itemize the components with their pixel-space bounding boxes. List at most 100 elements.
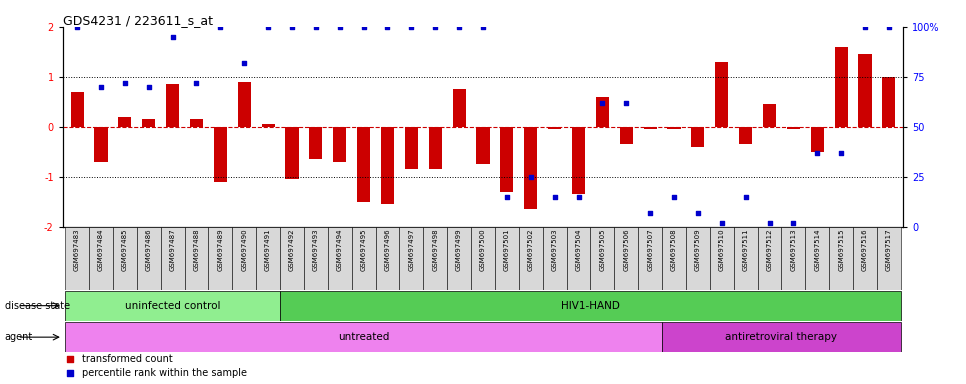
Bar [423,227,447,290]
Bar [495,227,519,290]
Text: GSM697486: GSM697486 [146,228,152,271]
Text: GSM697494: GSM697494 [337,228,343,271]
Point [881,24,896,30]
Bar [352,227,376,290]
Point [188,80,204,86]
Bar [614,227,639,290]
Point [810,150,825,156]
Text: GSM697503: GSM697503 [552,228,557,271]
Text: GSM697507: GSM697507 [647,228,653,271]
Point [785,220,801,226]
Text: GSM697501: GSM697501 [504,228,510,271]
Bar [543,227,567,290]
Bar [500,127,514,192]
Bar [548,127,561,129]
Point [362,175,378,181]
Bar [285,127,298,179]
Text: GSM697497: GSM697497 [409,228,414,271]
Bar [692,127,704,147]
Point [94,84,109,90]
Point [380,24,395,30]
Text: GSM697487: GSM697487 [170,228,176,271]
Text: percentile rank within the sample: percentile rank within the sample [82,368,247,378]
Point [451,24,467,30]
Bar [209,227,232,290]
Text: GSM697488: GSM697488 [193,228,200,271]
Bar [309,127,323,159]
Point [714,220,729,226]
Text: GSM697492: GSM697492 [289,228,295,271]
Text: GSM697496: GSM697496 [384,228,390,271]
Bar [710,227,734,290]
Bar [280,291,901,321]
Point [404,24,419,30]
Bar [596,97,609,127]
Bar [327,227,352,290]
Bar [757,227,781,290]
Bar [859,55,871,127]
Text: GSM697483: GSM697483 [74,228,80,271]
Point [738,194,753,200]
Bar [166,84,179,127]
Bar [429,127,441,169]
Bar [256,227,280,290]
Point [70,24,85,30]
Bar [185,227,209,290]
Point [618,100,634,106]
Text: GSM697499: GSM697499 [456,228,462,271]
Bar [639,227,662,290]
Bar [65,227,89,290]
Bar [405,127,418,169]
Point [117,80,132,86]
Bar [715,62,728,127]
Bar [452,89,466,127]
Point [237,60,252,66]
Bar [95,127,107,162]
Text: GSM697513: GSM697513 [790,228,796,271]
Text: GSM697500: GSM697500 [480,228,486,271]
Bar [137,227,160,290]
Bar [739,127,753,144]
Bar [572,127,585,194]
Text: transformed count: transformed count [82,354,173,364]
Bar [89,227,113,290]
Bar [590,227,614,290]
Bar [853,227,877,290]
Text: GSM697495: GSM697495 [360,228,367,271]
Text: GSM697489: GSM697489 [217,228,223,271]
Bar [519,227,543,290]
Bar [447,227,471,290]
Bar [668,127,681,129]
Bar [262,124,274,127]
Point [428,24,443,30]
Bar [142,119,156,127]
Point [362,300,378,306]
Bar [835,47,848,127]
Bar [213,127,227,182]
Text: GSM697514: GSM697514 [814,228,820,271]
Bar [238,82,251,127]
Text: GSM697498: GSM697498 [432,228,439,271]
Point [141,84,156,90]
Bar [118,117,131,127]
Point [595,100,611,106]
Point [642,210,658,216]
Bar [471,227,495,290]
Bar [763,104,776,127]
Bar [71,92,84,127]
Text: GSM697484: GSM697484 [98,228,104,271]
Bar [65,322,662,352]
Text: disease state: disease state [5,301,70,311]
Text: GSM697509: GSM697509 [695,228,701,271]
Text: GSM697515: GSM697515 [838,228,844,271]
Bar [65,291,280,321]
Bar [806,227,829,290]
Point [332,24,348,30]
Bar [232,227,256,290]
Bar [643,127,657,129]
Bar [304,227,327,290]
Bar [113,227,137,290]
Point [857,24,872,30]
Bar [686,227,710,290]
Point [213,24,228,30]
